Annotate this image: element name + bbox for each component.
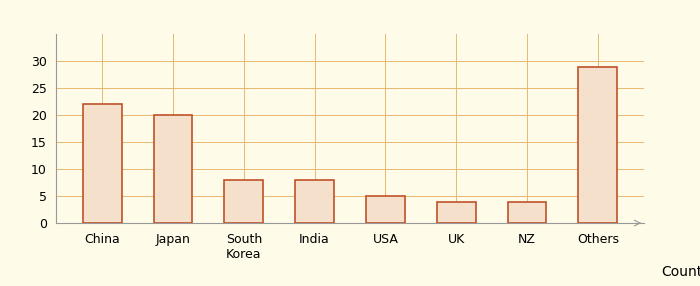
Bar <box>295 180 334 223</box>
Bar <box>578 67 617 223</box>
Bar <box>366 196 405 223</box>
Bar <box>83 104 122 223</box>
Bar <box>224 180 263 223</box>
Bar <box>437 202 476 223</box>
Bar <box>153 115 193 223</box>
Bar <box>508 202 547 223</box>
Text: Country: Country <box>662 265 700 279</box>
